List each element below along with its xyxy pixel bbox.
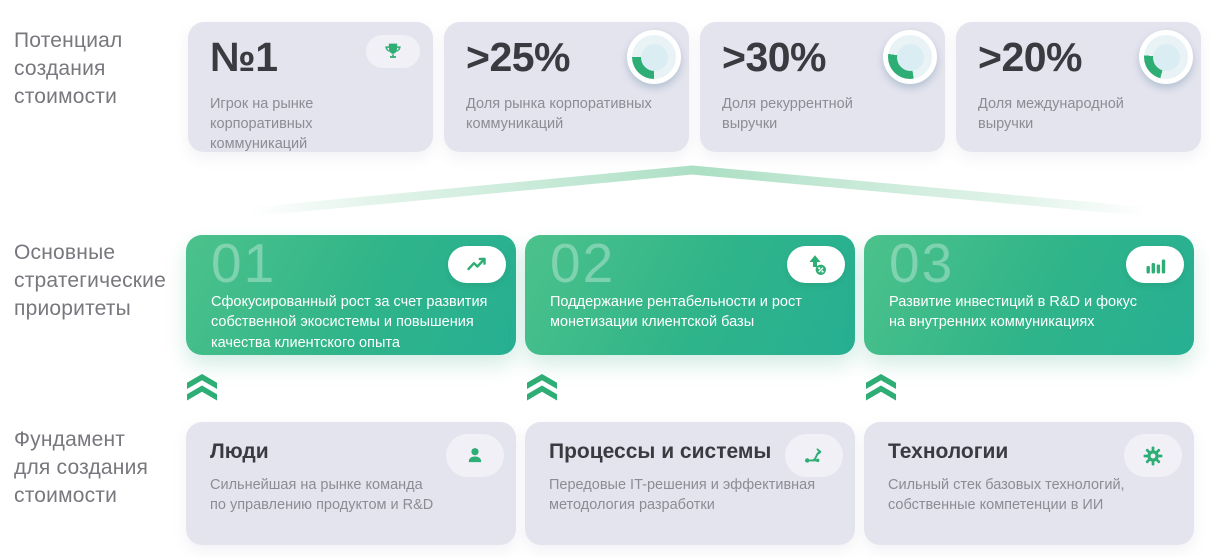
metric-card-international-revenue: >20% Доля международной выручки [956, 22, 1201, 152]
person-icon [446, 434, 504, 477]
priority-number: 01 [211, 232, 277, 294]
double-chevron-up-icon [866, 374, 896, 401]
foundation-title: Процессы и системы [549, 440, 772, 463]
metric-desc: Доля рекуррентной выручки [722, 96, 853, 132]
donut-chart-icon [883, 30, 937, 84]
row-label-foundation: Фундамент для создания стоимости [14, 428, 149, 507]
priority-number: 02 [550, 232, 616, 294]
workflow-icon [785, 434, 843, 477]
gear-icon [1124, 434, 1182, 477]
metric-card-market-leader: №1 Игрок на рынке корпоративных коммуник… [188, 22, 433, 152]
donut-chart-icon [627, 30, 681, 84]
foundation-title: Технологии [888, 440, 1009, 463]
foundation-card-processes: Процессы и системы Передовые IT-решения … [525, 422, 855, 545]
priority-text: Сфокусированный рост за счет развития со… [211, 294, 488, 351]
percent-growth-icon [787, 246, 845, 283]
priority-card-1: 01 Сфокусированный рост за счет развития… [186, 232, 516, 355]
bar-chart-icon [1126, 246, 1184, 283]
priority-text: Развитие инвестиций в R&D и фокус на вну… [889, 294, 1137, 331]
metric-desc: Доля рынка корпоративных коммуникаций [466, 96, 652, 132]
double-chevron-up-icon [527, 374, 557, 401]
metric-value: >30% [722, 34, 827, 80]
double-chevron-up-icon [187, 374, 217, 401]
foundation-desc: Сильнейшая на рынке команда по управлени… [210, 477, 434, 514]
row-label-potential: Потенциал создания стоимости [14, 29, 123, 108]
donut-chart-icon [1139, 30, 1193, 84]
trophy-icon [366, 35, 420, 68]
metric-card-recurring-revenue: >30% Доля рекуррентной выручки [700, 22, 945, 152]
foundation-desc: Передовые IT-решения и эффективная метод… [549, 477, 816, 514]
connector-roof [245, 165, 1155, 217]
foundation-card-people: Люди Сильнейшая на рынке команда по упра… [186, 422, 516, 545]
metric-desc: Игрок на рынке корпоративных коммуникаци… [210, 96, 314, 152]
trend-up-icon [448, 246, 506, 283]
metric-card-market-share: >25% Доля рынка корпоративных коммуникац… [444, 22, 689, 152]
priority-number: 03 [889, 232, 955, 294]
metric-value: №1 [210, 34, 278, 80]
foundation-title: Люди [210, 440, 269, 463]
metric-value: >25% [466, 34, 571, 80]
priority-card-3: 03 Развитие инвестиций в R&D и фокус на … [864, 232, 1194, 355]
priority-text: Поддержание рентабельности и рост монети… [550, 294, 802, 331]
metric-value: >20% [978, 34, 1083, 80]
foundation-desc: Сильный стек базовых технологий, собстве… [888, 477, 1125, 514]
metric-desc: Доля международной выручки [978, 96, 1124, 132]
priority-card-2: 02 Поддержание рентабельности и рост мон… [525, 232, 855, 355]
row-label-priorities: Основные стратегические приоритеты [14, 241, 166, 320]
foundation-card-technology: Технологии Сильный стек базовых технолог… [864, 422, 1194, 545]
